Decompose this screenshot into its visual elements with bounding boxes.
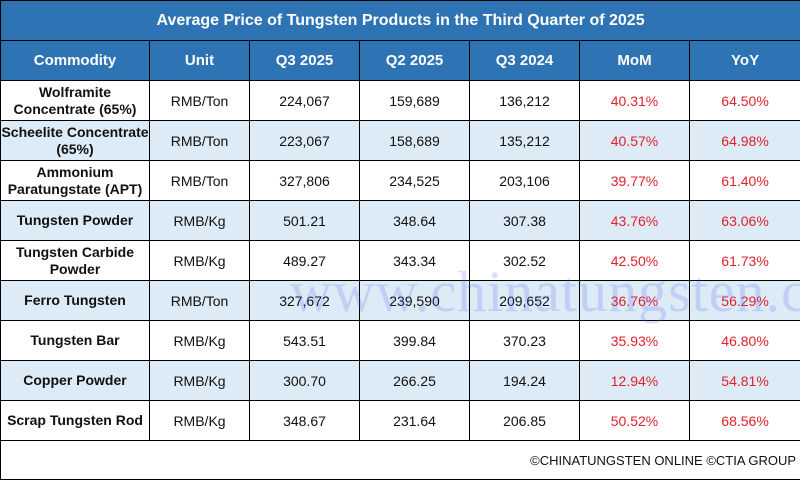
column-header: Q3 2024 [469,40,580,81]
q3-2025-cell: 300.70 [249,360,360,401]
commodity-cell: Ammonium Paratungstate (APT) [0,160,150,201]
yoy-cell: 61.73% [688,240,800,281]
commodity-cell: Tungsten Carbide Powder [0,240,150,281]
column-header: Commodity [0,40,150,81]
commodity-cell: Wolframite Concentrate (65%) [0,80,150,121]
mom-cell: 12.94% [579,360,690,401]
q3-2024-cell: 135,212 [469,120,580,161]
unit-cell: RMB/Kg [149,400,250,441]
table-row: Ammonium Paratungstate (APT) RMB/Ton 327,8… [0,160,800,201]
mom-cell: 36.76% [579,280,690,321]
commodity-cell: Tungsten Bar [0,320,150,361]
yoy-cell: 61.40% [688,160,800,201]
unit-cell: RMB/Kg [149,320,250,361]
unit-cell: RMB/Ton [149,280,250,321]
yoy-cell: 64.50% [688,80,800,121]
mom-cell: 50.52% [579,400,690,441]
q2-2025-cell: 399.84 [359,320,470,361]
column-header: Unit [149,40,250,81]
q3-2024-cell: 206.85 [469,400,580,441]
mom-cell: 42.50% [579,240,690,281]
q3-2025-cell: 327,672 [249,280,360,321]
mom-cell: 40.57% [579,120,690,161]
q2-2025-cell: 348.64 [359,200,470,241]
mom-cell: 39.77% [579,160,690,201]
commodity-cell: Scheelite Concentrate (65%) [0,120,150,161]
q2-2025-cell: 158,689 [359,120,470,161]
q3-2025-cell: 327,806 [249,160,360,201]
unit-cell: RMB/Kg [149,240,250,281]
q3-2024-cell: 370.23 [469,320,580,361]
table-row: Wolframite Concentrate (65%) RMB/Ton 224,0… [0,80,800,121]
yoy-cell: 54.81% [688,360,800,401]
q3-2025-cell: 489.27 [249,240,360,281]
mom-cell: 40.31% [579,80,690,121]
commodity-cell: Copper Powder [0,360,150,401]
table-row: Tungsten Powder RMB/Kg 501.21 348.64 307.38 4… [0,200,800,241]
header-row: Commodity Unit Q3 2025 Q2 2025 Q3 2024 MoM YoY [0,40,800,81]
commodity-cell: Tungsten Powder [0,200,150,241]
q3-2024-cell: 194.24 [469,360,580,401]
q2-2025-cell: 343.34 [359,240,470,281]
table-row: Tungsten Bar RMB/Kg 543.51 399.84 370.23 35.9… [0,320,800,361]
q3-2024-cell: 209,652 [469,280,580,321]
copyright-footer: ©CHINATUNGSTEN ONLINE ©CTIA GROUP [0,440,800,480]
q2-2025-cell: 159,689 [359,80,470,121]
unit-cell: RMB/Kg [149,360,250,401]
q3-2024-cell: 307.38 [469,200,580,241]
table-row: Tungsten Carbide Powder RMB/Kg 489.27 343.3… [0,240,800,281]
column-header: Q3 2025 [249,40,360,81]
yoy-cell: 68.56% [688,400,800,441]
yoy-cell: 56.29% [688,280,800,321]
unit-cell: RMB/Ton [149,120,250,161]
q3-2024-cell: 203,106 [469,160,580,201]
mom-cell: 43.76% [579,200,690,241]
q2-2025-cell: 239,590 [359,280,470,321]
unit-cell: RMB/Kg [149,200,250,241]
q3-2025-cell: 501.21 [249,200,360,241]
yoy-cell: 63.06% [688,200,800,241]
unit-cell: RMB/Ton [149,80,250,121]
q2-2025-cell: 231.64 [359,400,470,441]
q2-2025-cell: 266.25 [359,360,470,401]
column-header: MoM [579,40,690,81]
table-row: Scrap Tungsten Rod RMB/Kg 348.67 231.64 206.… [0,400,800,441]
column-header: YoY [688,40,800,81]
commodity-cell: Ferro Tungsten [0,280,150,321]
q3-2024-cell: 136,212 [469,80,580,121]
q3-2025-cell: 348.67 [249,400,360,441]
commodity-cell: Scrap Tungsten Rod [0,400,150,441]
q3-2025-cell: 223,067 [249,120,360,161]
mom-cell: 35.93% [579,320,690,361]
table-row: Ferro Tungsten RMB/Ton 327,672 239,590 209,6… [0,280,800,321]
q2-2025-cell: 234,525 [359,160,470,201]
q3-2024-cell: 302.52 [469,240,580,281]
unit-cell: RMB/Ton [149,160,250,201]
table-row: Scheelite Concentrate (65%) RMB/Ton 223,06… [0,120,800,161]
q3-2025-cell: 543.51 [249,320,360,361]
yoy-cell: 46.80% [688,320,800,361]
column-header: Q2 2025 [359,40,470,81]
table-title: Average Price of Tungsten Products in th… [0,0,800,41]
q3-2025-cell: 224,067 [249,80,360,121]
yoy-cell: 64.98% [688,120,800,161]
table-row: Copper Powder RMB/Kg 300.70 266.25 194.24 12.… [0,360,800,401]
